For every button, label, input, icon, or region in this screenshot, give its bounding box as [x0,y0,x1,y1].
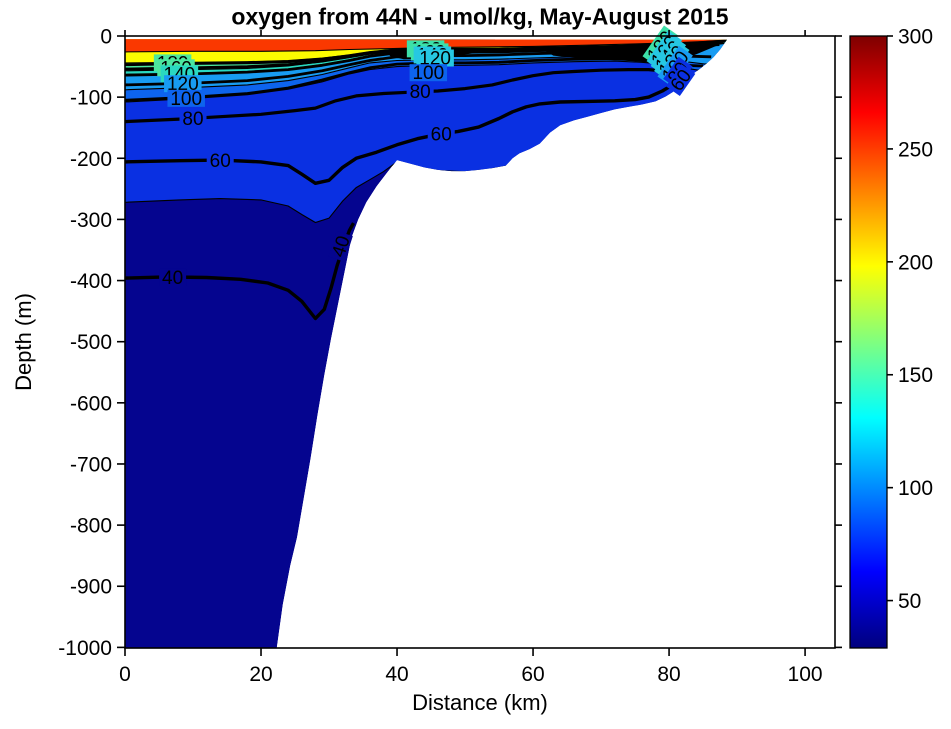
y-tick-label: -700 [70,453,112,476]
axes: 0 20 40 60 80 1000-100-200-300-400-500-600-70… [58,26,842,686]
colorbar-tick-label: 100 [898,477,933,500]
y-tick-label: -800 [70,515,112,538]
y-tick-label: -200 [70,148,112,171]
contour-label-patch [159,268,187,286]
colorbar-gradient [849,35,888,649]
y-tick-label: -600 [70,392,112,415]
contour-label-patch [409,64,448,82]
x-tick-label: 20 [249,663,272,686]
contour-label-patch [179,110,207,128]
colorbar-tick-label: 300 [898,26,933,49]
contour-label-patch [328,230,353,262]
colorbar-tick-label: 50 [898,590,921,613]
colorbar-tick-label: 250 [898,138,933,161]
y-tick-label: -400 [70,270,112,293]
x-tick-label: 0 [119,663,131,686]
y-axis-label: Depth (m) [11,293,36,391]
x-tick-label: 60 [521,663,544,686]
contour-label-patch [206,152,234,170]
colorbar-tick-label: 200 [898,251,933,274]
y-tick-label: -100 [70,87,112,110]
contour-label: 60 [210,151,231,172]
contour-label-patch [406,83,434,101]
x-tick-label: 40 [385,663,408,686]
contour-label-patch [665,64,696,96]
y-tick-label: -500 [70,331,112,354]
chart-title: oxygen from 44N - umol/kg, May-August 20… [231,3,729,30]
y-tick-label: -900 [70,576,112,599]
contour-label: 40 [162,268,183,289]
y-tick-label: -300 [70,209,112,232]
contour-label-patch [164,75,202,93]
contour-label: 100 [170,89,202,110]
contour-label-patch [427,125,455,143]
contour-line [125,68,694,124]
contour-label: 80 [410,82,431,103]
contour-label: 100 [412,63,444,84]
contour-label: 60 [431,124,452,145]
x-tick-label: 80 [657,663,680,686]
colorbar: 50 100 150 200 250 300 [849,26,933,649]
colorbar-tick-label: 150 [898,364,933,387]
x-tick-label: 100 [788,663,823,686]
contour-fill-band [125,39,727,53]
y-tick-label: -1000 [58,637,112,660]
contour-label-patch [167,89,205,107]
contour-label: 80 [182,109,203,130]
x-axis-label: Distance (km) [412,690,548,715]
y-tick-label: 0 [100,26,112,49]
contour-label-patch [416,49,454,67]
